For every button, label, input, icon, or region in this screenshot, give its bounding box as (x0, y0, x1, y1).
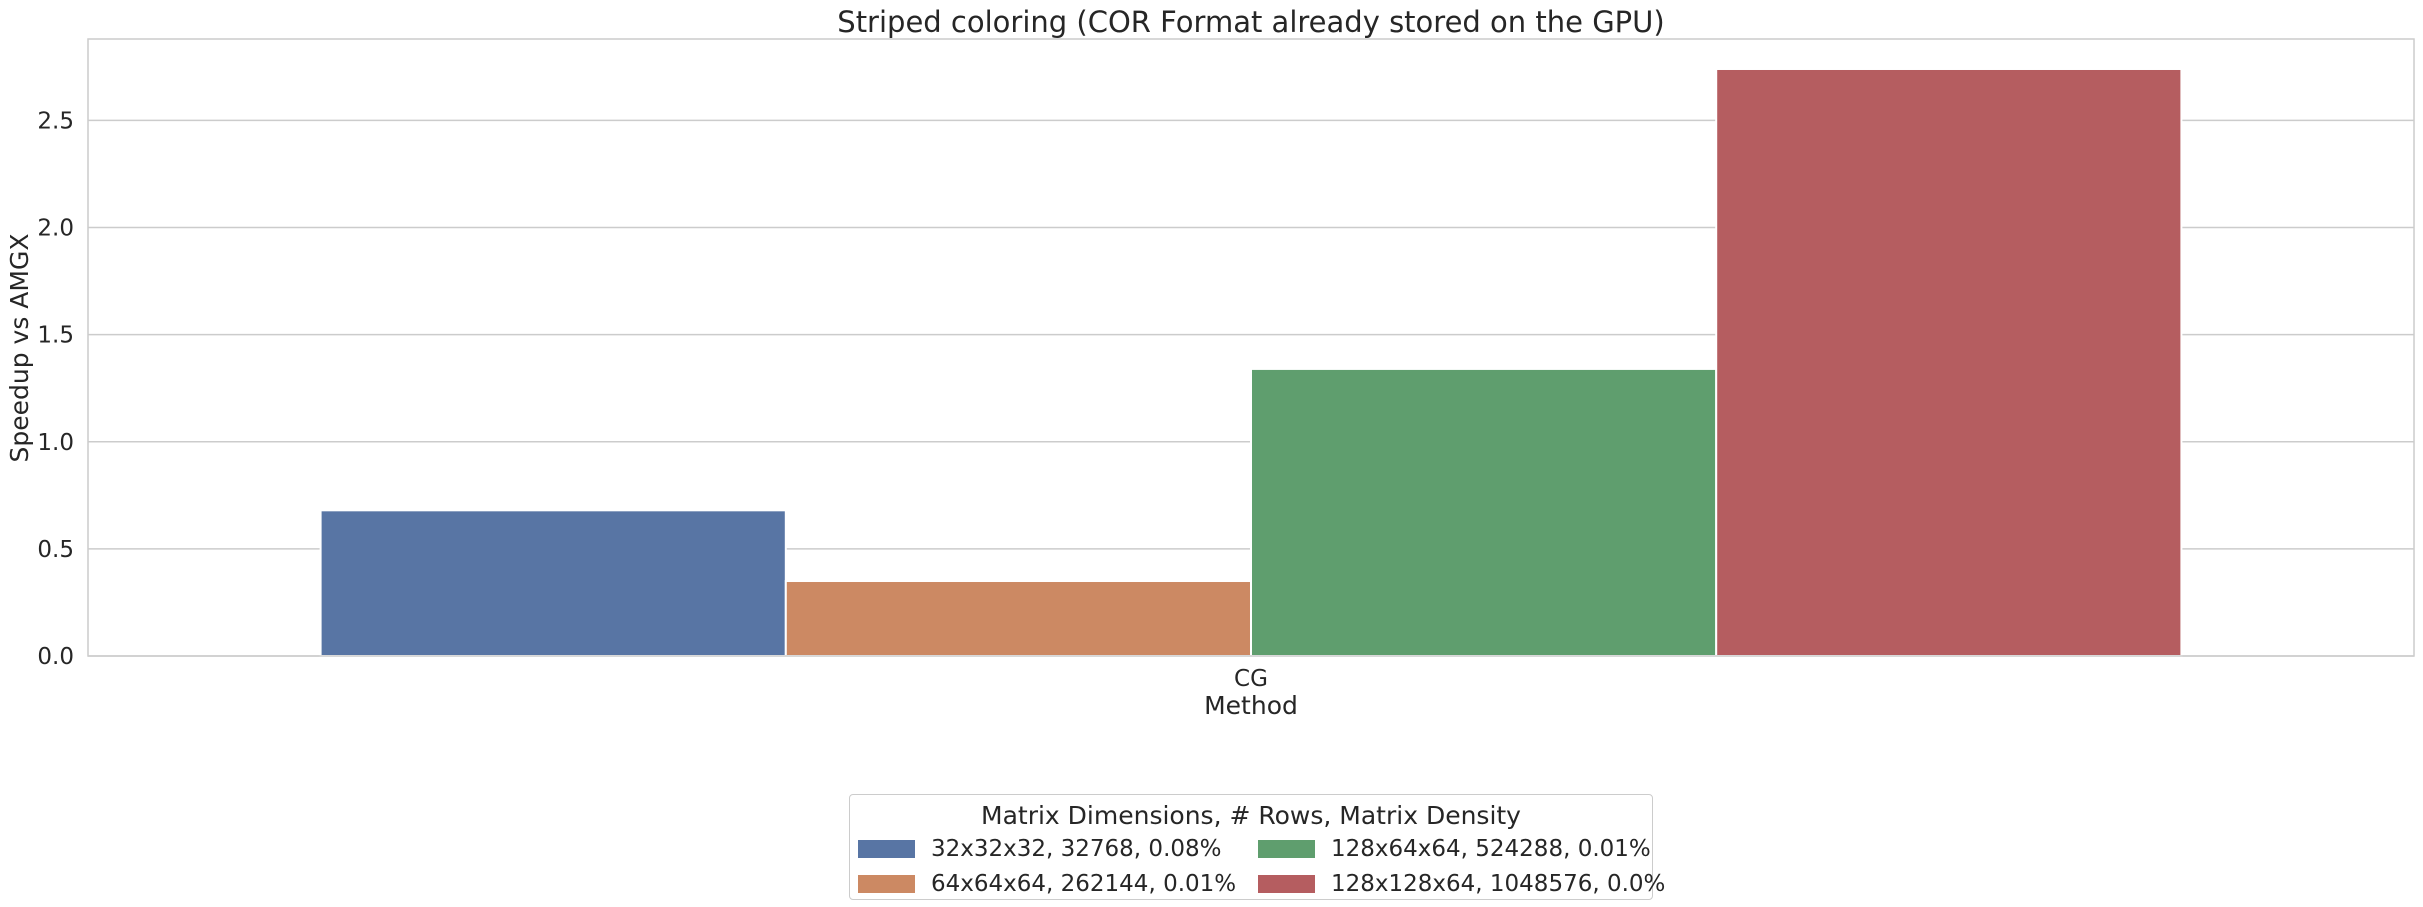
legend-label: 64x64x64, 262144, 0.01% (931, 870, 1237, 897)
legend-swatch (1258, 874, 1315, 893)
chart-title: Striped coloring (COR Format already sto… (837, 5, 1664, 39)
legend-items: 32x32x32, 32768, 0.08% 128x64x64, 524288… (858, 835, 1665, 897)
bar (1715, 67, 2183, 658)
bar (319, 509, 787, 658)
y-tick-label: 2.0 (37, 216, 74, 242)
y-tick-label: 2.5 (37, 108, 74, 134)
y-tick-label: 0.0 (37, 644, 74, 670)
bar (784, 580, 1252, 657)
y-tick-label: 0.5 (37, 537, 74, 563)
x-axis-label: Method (1204, 691, 1298, 720)
legend-item: 32x32x32, 32768, 0.08% (858, 835, 1258, 862)
legend-item: 128x64x64, 524288, 0.01% (1258, 835, 1651, 862)
legend-label: 128x128x64, 1048576, 0.0% (1331, 870, 1666, 897)
y-tick-label: 1.5 (37, 323, 74, 349)
x-tick-label: CG (1234, 666, 1268, 692)
bars (319, 67, 2183, 658)
x-tick-labels: CG (1234, 666, 1268, 692)
legend-label: 32x32x32, 32768, 0.08% (931, 835, 1222, 862)
legend-item: 64x64x64, 262144, 0.01% (858, 870, 1258, 897)
legend-item: 128x128x64, 1048576, 0.0% (1258, 870, 1665, 897)
bar (1250, 367, 1718, 657)
legend-title: Matrix Dimensions, # Rows, Matrix Densit… (981, 801, 1521, 830)
legend-label: 128x64x64, 524288, 0.01% (1331, 835, 1651, 862)
legend-swatch (858, 839, 915, 858)
y-tick-labels: 0.0 0.5 1.0 1.5 2.0 2.5 (37, 108, 74, 670)
legend: Matrix Dimensions, # Rows, Matrix Densit… (849, 794, 1665, 900)
legend-swatch (858, 874, 915, 893)
y-axis-label: Speedup vs AMGX (5, 234, 34, 463)
plot-frame (87, 38, 2415, 657)
legend-swatch (1258, 839, 1315, 858)
y-tick-label: 1.0 (37, 430, 74, 456)
